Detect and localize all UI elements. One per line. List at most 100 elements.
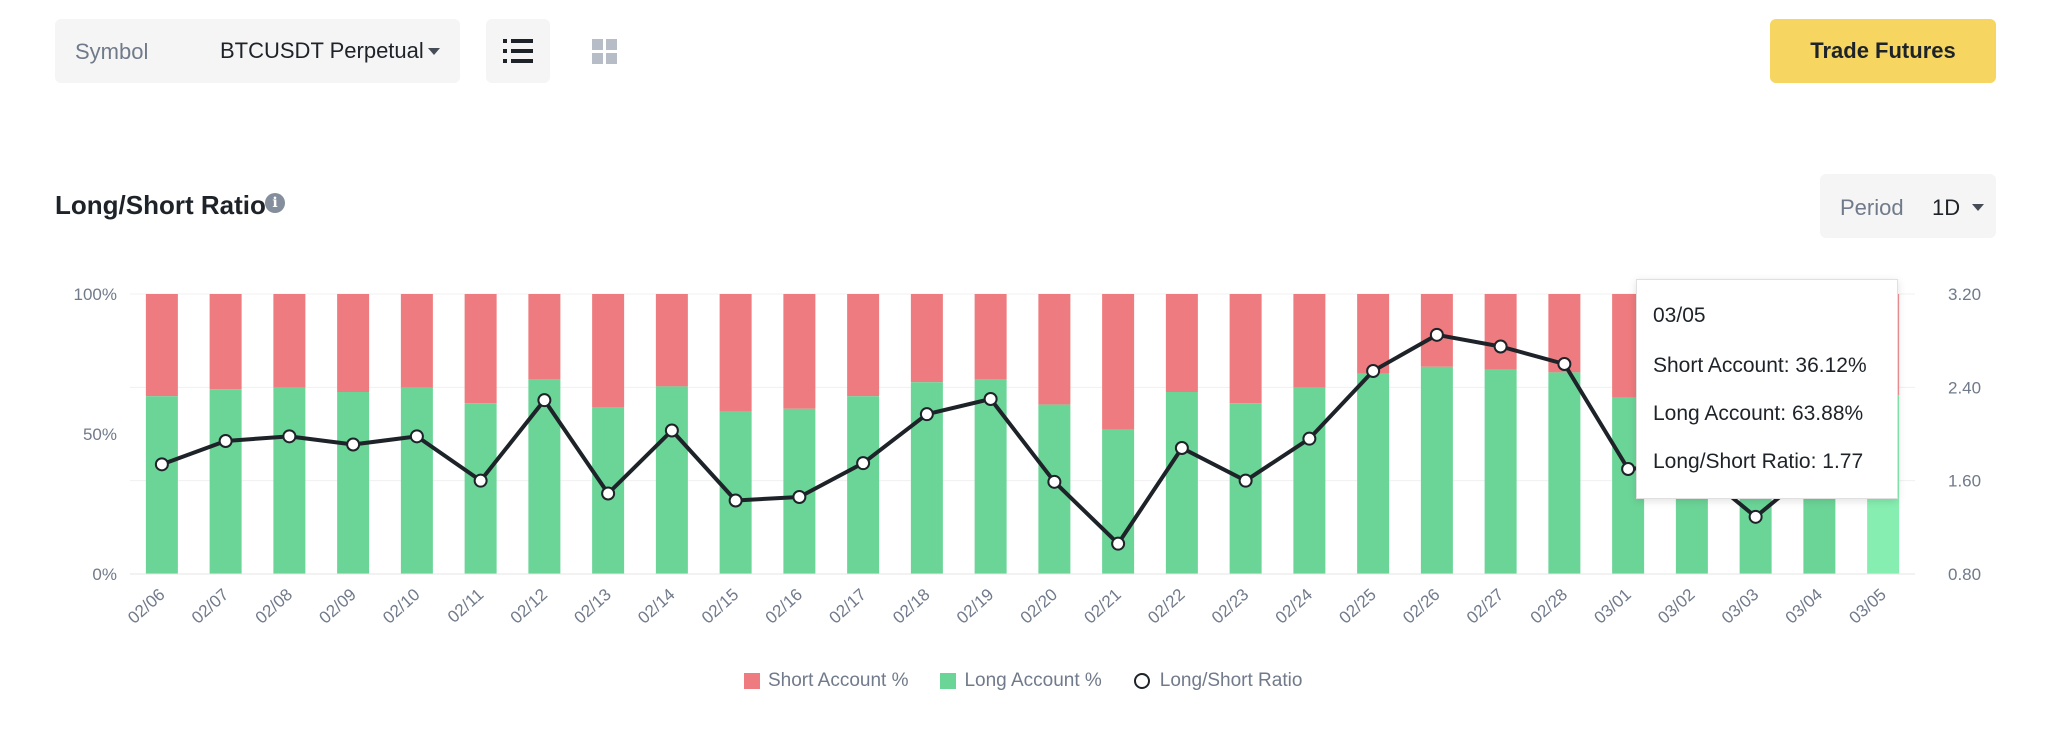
trade-futures-button[interactable]: Trade Futures <box>1770 19 1996 83</box>
ratio-point <box>218 434 233 448</box>
x-tick-label: 02/20 <box>1017 585 1061 628</box>
list-icon <box>503 39 533 63</box>
long-bar <box>400 387 433 574</box>
long-bar <box>1484 369 1517 574</box>
x-tick-label: 02/14 <box>634 585 678 628</box>
legend-item-ratio[interactable]: Long/Short Ratio <box>1133 670 1303 692</box>
symbol-label: Symbol <box>75 39 149 64</box>
ratio-point <box>728 493 743 508</box>
ratio-point <box>1302 431 1317 446</box>
legend-item-short[interactable]: Short Account % <box>744 670 908 692</box>
x-tick-label: 03/03 <box>1718 585 1762 628</box>
x-tick-label: 03/02 <box>1654 585 1698 628</box>
short-bar <box>1038 294 1071 405</box>
ratio-point <box>409 429 424 444</box>
long-bar <box>1293 387 1326 574</box>
chart-tooltip: 03/05 Short Account: 36.12% Long Account… <box>1636 279 1898 499</box>
ratio-point <box>154 457 169 472</box>
short-bar <box>145 294 178 397</box>
short-bar <box>1229 294 1262 404</box>
legend-ratio-label: Long/Short Ratio <box>1159 670 1303 691</box>
y-right-tick-label: 1.60 <box>1948 472 1981 491</box>
grid-view-button[interactable] <box>572 19 636 83</box>
long-bar <box>1102 429 1135 574</box>
ratio-point <box>1174 441 1189 455</box>
ratio-point <box>1111 536 1126 551</box>
y-left-tick-label: 50% <box>83 425 117 444</box>
x-tick-label: 02/22 <box>1144 585 1188 628</box>
x-tick-label: 02/15 <box>698 585 742 628</box>
tooltip-long: Long Account: 63.88% <box>1653 402 1864 425</box>
short-swatch <box>744 673 760 689</box>
ratio-point <box>792 490 807 504</box>
long-bar <box>1229 403 1262 574</box>
x-tick-label: 02/26 <box>1399 585 1443 628</box>
ratio-point <box>537 393 552 408</box>
list-view-button[interactable] <box>486 19 550 83</box>
ratio-point <box>1493 339 1508 354</box>
ratio-point <box>1429 327 1444 342</box>
long-bar <box>1357 373 1390 574</box>
long-bar <box>1420 366 1453 574</box>
caret-down-icon <box>1972 204 1984 211</box>
ratio-point <box>919 407 934 422</box>
x-tick-label: 03/01 <box>1590 585 1634 628</box>
y-right-tick-label: 0.80 <box>1948 565 1981 584</box>
period-selector[interactable]: Period 1D <box>1820 174 1996 238</box>
ratio-swatch <box>1133 673 1150 689</box>
x-tick-label: 02/23 <box>1208 585 1252 628</box>
x-tick-label: 02/13 <box>570 585 614 628</box>
x-tick-label: 02/12 <box>507 585 551 628</box>
long-bar <box>719 411 752 574</box>
period-label: Period <box>1840 195 1904 220</box>
ratio-point <box>1557 357 1572 371</box>
info-icon[interactable]: i <box>265 193 285 213</box>
y-right-tick-label: 2.40 <box>1948 378 1981 397</box>
x-tick-label: 02/25 <box>1335 585 1379 628</box>
y-left-tick-label: 0% <box>92 565 117 584</box>
x-tick-label: 02/10 <box>379 585 423 628</box>
symbol-selector[interactable]: Symbol BTCUSDT Perpetual <box>55 19 460 83</box>
long-bar <box>1038 404 1071 574</box>
short-bar <box>655 294 688 387</box>
ratio-line <box>161 332 1884 546</box>
short-bar <box>783 294 816 409</box>
x-tick-label: 02/07 <box>188 585 232 628</box>
chart-legend: Short Account % Long Account % Long/Shor… <box>744 670 1334 692</box>
short-bar <box>400 294 433 388</box>
ratio-point <box>1621 462 1636 476</box>
legend-long-label: Long Account % <box>964 670 1102 691</box>
short-bar <box>847 294 880 397</box>
legend-item-long[interactable]: Long Account % <box>940 670 1102 692</box>
ratio-point <box>856 456 871 471</box>
grid-icon <box>592 39 617 64</box>
short-bar <box>1165 294 1198 392</box>
long-bar <box>464 403 497 574</box>
short-bar <box>1293 294 1326 388</box>
x-tick-label: 02/06 <box>124 585 168 628</box>
short-bar <box>1102 294 1135 430</box>
short-bar <box>528 294 561 380</box>
long-swatch <box>940 673 957 689</box>
short-bar <box>273 294 306 388</box>
caret-down-icon <box>428 48 440 55</box>
long-bar <box>145 396 178 574</box>
short-bar <box>209 294 242 390</box>
ratio-point <box>1366 364 1381 378</box>
y-left-tick-label: 100% <box>74 285 117 304</box>
period-value: 1D <box>1932 195 1961 220</box>
symbol-value: BTCUSDT Perpetual <box>220 38 424 63</box>
x-tick-label: 02/27 <box>1463 585 1507 628</box>
long-bar <box>1165 392 1198 574</box>
tooltip-date: 03/05 <box>1653 304 1706 327</box>
ratio-point <box>601 486 616 501</box>
long-bar <box>273 387 306 574</box>
long-bar <box>655 386 688 574</box>
ratio-point <box>1047 474 1062 489</box>
ratio-point <box>282 429 297 444</box>
x-tick-label: 02/09 <box>315 585 359 628</box>
short-bar <box>337 294 370 392</box>
long-bar <box>847 396 880 574</box>
short-bar <box>719 294 752 412</box>
x-tick-label: 02/18 <box>889 585 933 628</box>
